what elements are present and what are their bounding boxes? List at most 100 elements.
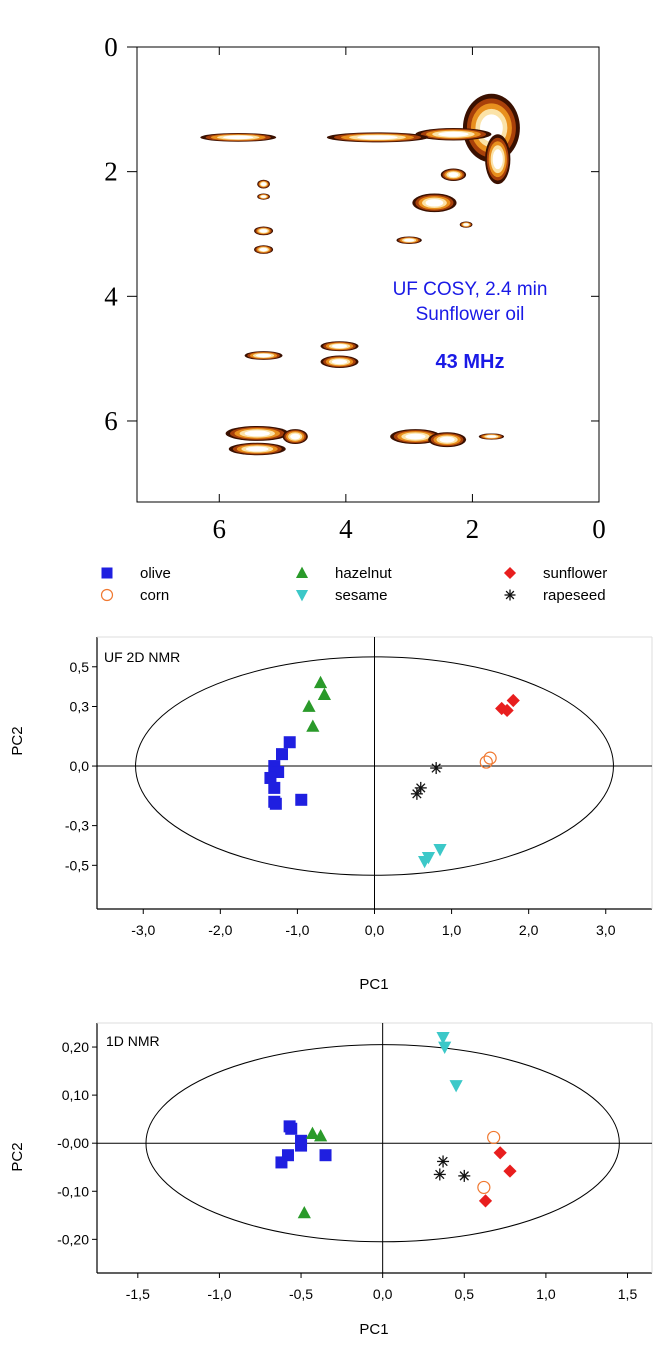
pca1-point-olive-shape	[276, 748, 288, 761]
pca1-point-olive	[269, 797, 282, 810]
pca1-point-rapeseed-stroke	[412, 789, 422, 799]
pca1-point-olive	[283, 736, 296, 749]
pca2-x-tick-label: -1,5	[126, 1286, 150, 1302]
pca1-point-olive	[295, 793, 308, 806]
pca1-point-olive-shape	[264, 771, 277, 784]
cosy-peak-contour	[261, 195, 267, 198]
cosy-peaks	[200, 93, 520, 456]
pca1-ylabel: PC2	[9, 726, 26, 755]
cosy-peak-contour	[357, 135, 398, 140]
legend-marker-sunflower	[503, 566, 517, 580]
legend-marker-hazelnut	[295, 566, 309, 578]
pca1-point-sesame-shape	[418, 855, 432, 869]
pca1-point-olive-shape	[295, 793, 308, 806]
cosy-peak	[228, 442, 286, 456]
pca2-point-hazelnut-shape	[305, 1126, 320, 1139]
pca1-point-corn-shape	[483, 751, 497, 765]
cosy-x-tick-label: 6	[213, 514, 227, 544]
pca2-point-sunflower-shape	[493, 1146, 507, 1160]
pca1-point-corn-shape	[479, 755, 493, 769]
pca1-point-olive-shape	[268, 781, 281, 794]
pca1-point-sesame	[418, 855, 432, 869]
pca1-xlabel: PC1	[359, 976, 388, 993]
legend-label-olive: olive	[140, 565, 171, 582]
pca1-x-tick-label: 0,0	[365, 922, 385, 938]
pca1-y-tick-label: -0,3	[65, 818, 89, 834]
cosy-x-tick-label: 4	[339, 514, 353, 544]
cosy-peak	[459, 221, 473, 228]
pca2-point-olive-shape	[295, 1139, 308, 1152]
pca1-point-hazelnut-shape	[302, 699, 316, 712]
pca2-point-rapeseed	[433, 1168, 446, 1181]
pca2-point-hazelnut	[305, 1126, 320, 1139]
pca1-point-rapeseed	[430, 762, 443, 775]
pca2-point-rapeseed-stroke	[459, 1171, 469, 1181]
legend-label-sunflower: sunflower	[543, 565, 607, 582]
cosy-frame	[136, 46, 600, 503]
pca2-point-corn-shape	[477, 1180, 491, 1195]
pca1-y-tick-label: -0,5	[65, 857, 89, 873]
pca2-point-hazelnut-shape	[314, 1129, 328, 1142]
cosy-peak-contour	[290, 433, 301, 440]
cosy-y-tick-label: 0	[104, 32, 118, 62]
legend-marker-hazelnut-shape	[295, 566, 309, 578]
pca1-point-hazelnut-shape	[313, 675, 328, 689]
cosy-peak	[440, 168, 467, 182]
pca2-point-rapeseed	[458, 1169, 471, 1182]
cosy-peak-contour	[261, 182, 267, 186]
cosy-peak-contour	[425, 199, 444, 207]
cosy-peak	[415, 128, 492, 141]
pca1-point-corn	[479, 755, 493, 769]
cosy-peak	[412, 193, 457, 213]
pca1-point-olive	[268, 781, 281, 794]
cosy-peak-contour	[259, 247, 268, 252]
pca1-point-sunflower	[495, 701, 509, 716]
pca2-y-tick-label: 0,10	[62, 1087, 89, 1103]
cosy-annotation-method: UF COSY, 2.4 min	[393, 279, 548, 300]
pca2-point-olive-shape	[319, 1149, 332, 1162]
pca1-point-sesame-shape	[433, 844, 447, 857]
pca1-point-hazelnut	[317, 687, 331, 700]
cosy-peak-contour	[331, 344, 348, 349]
cosy-peak	[320, 355, 359, 368]
pca2-point-sunflower	[503, 1164, 517, 1178]
pca2-y-tick-label: -0,00	[57, 1135, 89, 1151]
legend-marker-olive-shape	[101, 567, 113, 579]
cosy-peak-contour	[448, 172, 459, 178]
cosy-ticks: 6 4 2 0 0 2 4 6	[104, 32, 606, 544]
pca1-point-rapeseed-stroke	[416, 783, 426, 793]
pca2-point-sesame	[449, 1080, 463, 1093]
pca1-point-sunflower	[500, 703, 514, 718]
cosy-y-tick-label: 6	[104, 406, 118, 436]
pca2-point-hazelnut	[314, 1129, 328, 1142]
cosy-x-tick-label: 0	[592, 514, 606, 544]
cosy-peak	[396, 236, 422, 244]
pca2-point-sunflower-shape	[478, 1194, 493, 1208]
pca2-point-corn	[477, 1180, 491, 1195]
pca1-title: UF 2D NMR	[104, 649, 180, 665]
pca2-point-hazelnut-shape	[297, 1206, 311, 1219]
pca1-point-sunflower-shape	[495, 701, 509, 716]
pca1-x-tick-label: -2,0	[208, 922, 232, 938]
pca2-point-sesame	[438, 1041, 452, 1054]
cosy-peak-contour	[245, 446, 269, 452]
pca1-x-tick-label: 1,0	[442, 922, 462, 938]
pca1-point-hazelnut-shape	[306, 719, 320, 732]
cosy-peak	[390, 429, 441, 445]
pca1-point-olive-shape	[283, 736, 296, 749]
pca2-point-olive-shape	[275, 1156, 288, 1169]
cosy-peak	[244, 351, 283, 360]
legend: olive hazelnut sunflower corn sesame rapeseed	[100, 565, 607, 604]
pca2-title: 1D NMR	[106, 1033, 160, 1049]
cosy-peak	[200, 133, 277, 142]
cosy-x-tick-label: 2	[466, 514, 480, 544]
legend-marker-rapeseed	[504, 589, 516, 601]
pca1-y-tick-label: 0,3	[70, 698, 90, 714]
cosy-peak-contour	[223, 135, 254, 140]
pca2-x-tick-label: 1,5	[618, 1286, 638, 1302]
pca1-x-tick-label: -1,0	[285, 922, 309, 938]
cosy-y-tick-label: 2	[104, 157, 118, 187]
pca2-x-tick-label: -1,0	[207, 1286, 231, 1302]
